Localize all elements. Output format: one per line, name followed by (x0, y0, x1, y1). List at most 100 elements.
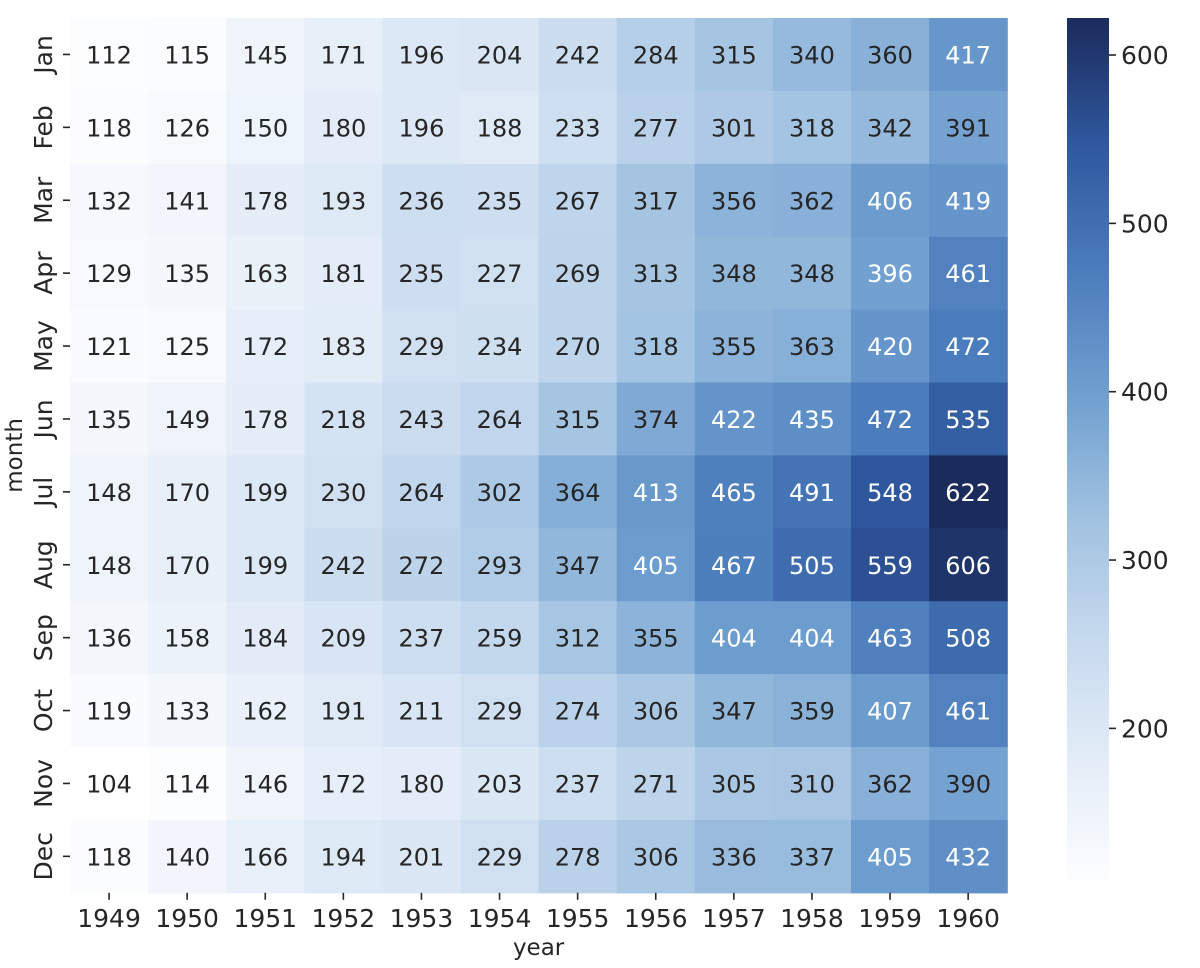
x-axis-title: year (513, 935, 565, 961)
heatmap-cell (304, 382, 383, 456)
cell-value-label: 132 (86, 187, 132, 215)
cell-value-label: 467 (711, 552, 757, 580)
cell-value-label: 360 (867, 41, 913, 69)
heatmap-cell (304, 528, 383, 602)
cell-value-label: 114 (164, 770, 210, 798)
heatmap-cell (929, 309, 1008, 384)
heatmap-cell (70, 601, 149, 675)
cell-value-label: 284 (633, 41, 679, 69)
heatmap-cell (382, 455, 462, 529)
cell-value-label: 508 (945, 625, 991, 653)
y-tick-label: Feb (29, 105, 58, 149)
cell-value-label: 318 (633, 333, 679, 361)
cell-value-label: 405 (867, 843, 913, 871)
cell-value-label: 118 (86, 843, 132, 871)
cell-value-label: 133 (164, 698, 210, 726)
heatmap-cell (304, 18, 383, 92)
heatmap-cell (148, 309, 227, 384)
cell-value-label: 413 (633, 479, 679, 507)
cell-value-label: 336 (711, 843, 757, 871)
cell-value-label: 347 (555, 552, 601, 580)
cell-value-label: 396 (867, 260, 913, 288)
heatmap-cell (226, 601, 305, 675)
cell-value-label: 362 (867, 770, 913, 798)
heatmap-cell (382, 601, 462, 675)
heatmap-cell (304, 747, 383, 821)
heatmap-cell (772, 674, 852, 748)
heatmap-cell (929, 455, 1008, 529)
heatmap-cell (70, 90, 149, 165)
heatmap-cell (694, 601, 774, 675)
cell-value-label: 227 (477, 260, 523, 288)
cell-value-label: 218 (320, 406, 366, 434)
cell-value-label: 243 (399, 406, 445, 434)
cell-value-label: 355 (633, 625, 679, 653)
heatmap-cell (538, 309, 618, 384)
cell-value-label: 199 (242, 552, 288, 580)
x-tick-label: 1950 (155, 904, 219, 933)
heatmap-cell (538, 528, 618, 602)
cell-value-label: 315 (711, 41, 757, 69)
heatmap-cell (460, 674, 540, 748)
heatmap-cell (460, 601, 540, 675)
cell-value-label: 172 (320, 770, 366, 798)
x-tick-label: 1955 (546, 904, 610, 933)
heatmap-cell (70, 163, 149, 238)
cell-value-label: 463 (867, 625, 913, 653)
cell-value-label: 196 (399, 114, 445, 142)
cell-value-label: 363 (789, 333, 835, 361)
y-tick-label: Oct (29, 689, 58, 732)
cell-value-label: 188 (477, 114, 523, 142)
heatmap-cell (929, 90, 1008, 165)
cell-value-label: 196 (399, 41, 445, 69)
heatmap-cell (148, 163, 227, 238)
heatmap-cell (304, 601, 383, 675)
heatmap-cell (929, 528, 1008, 602)
heatmap-cell (616, 601, 696, 675)
heatmap-cell (382, 382, 462, 456)
heatmap-cell (694, 90, 774, 165)
heatmap-cell (616, 528, 696, 602)
heatmap-cell (694, 309, 774, 384)
heatmap-cell (538, 163, 618, 238)
heatmap-cell (772, 601, 852, 675)
heatmap-cell (382, 236, 462, 311)
heatmap-cell (148, 382, 227, 456)
heatmap-cell (538, 819, 618, 894)
cell-value-label: 435 (789, 406, 835, 434)
heatmap-cell (460, 819, 540, 894)
cell-value-label: 472 (867, 406, 913, 434)
cell-value-label: 230 (320, 479, 366, 507)
cell-value-label: 302 (477, 479, 523, 507)
heatmap-cell (304, 674, 383, 748)
heatmap-cell (148, 601, 227, 675)
heatmap-cell (929, 18, 1008, 92)
cell-value-label: 472 (945, 333, 991, 361)
cell-value-label: 235 (399, 260, 445, 288)
cell-value-label: 306 (633, 843, 679, 871)
cell-value-label: 340 (789, 41, 835, 69)
heatmap-cell (304, 236, 383, 311)
heatmap-cell (616, 163, 696, 238)
x-tick-label: 1956 (624, 904, 688, 933)
heatmap-cell (929, 819, 1008, 894)
y-tick-label: Mar (29, 176, 58, 224)
heatmap-cell (694, 236, 774, 311)
heatmap-cell (851, 90, 930, 165)
cell-value-label: 310 (789, 770, 835, 798)
cell-value-label: 115 (164, 41, 210, 69)
cell-value-label: 203 (477, 770, 523, 798)
heatmap-cell (694, 674, 774, 748)
heatmap-cell (460, 309, 540, 384)
y-tick-label: May (29, 320, 58, 372)
heatmap-cell (851, 819, 930, 894)
cell-value-label: 199 (242, 479, 288, 507)
heatmap-cell (460, 163, 540, 238)
cell-value-label: 237 (399, 625, 445, 653)
cell-value-label: 229 (399, 333, 445, 361)
cell-value-label: 301 (711, 114, 757, 142)
heatmap-cell (694, 382, 774, 456)
heatmap-cell (460, 747, 540, 821)
heatmap-cell (304, 163, 383, 238)
x-tick-label: 1953 (390, 904, 454, 933)
